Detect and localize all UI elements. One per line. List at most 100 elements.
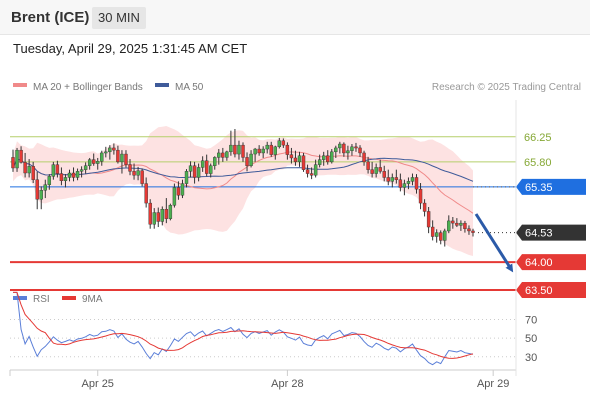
candle [229,130,233,156]
candle [83,162,88,174]
rsi-layer: 70 50 30 [10,291,537,366]
candle-body [75,171,80,178]
ma50-legend-label: MA 50 [175,82,204,93]
candle-body [301,155,306,170]
candle [47,174,52,190]
candle [430,220,435,241]
candle-body [430,226,435,237]
candle [188,161,193,178]
candle-body [459,222,463,226]
ma50-line [12,157,474,182]
candle-body [362,152,366,163]
x-tick-label: Apr 25 [82,378,114,390]
candle-body [249,153,253,166]
candle [184,169,189,188]
rsi-tick-label: 30 [525,352,537,364]
level-badge-current [516,224,586,241]
candle [209,163,213,178]
candle-body [463,222,467,229]
candle-body [132,171,136,176]
candle-body [447,220,451,232]
candle-body [229,144,233,153]
candle [128,159,132,176]
candle-body [217,152,221,158]
candle-body [152,212,156,225]
candle [346,145,350,160]
candle-body [209,165,213,174]
candle [100,150,104,166]
candle [317,154,322,168]
candle [394,169,399,184]
candle-body [269,144,273,155]
candle [225,150,229,161]
candle [289,147,294,164]
instrument-title: Brent (ICE) [11,9,90,26]
moving-average-layer [12,151,474,214]
candle-body [116,149,120,163]
candle-body [317,159,322,165]
candle [104,146,108,158]
candle-body [426,211,431,228]
candle-body [164,209,169,219]
research-credit: Research © 2025 Trading Central [432,82,581,93]
candle-body [398,179,403,188]
candle [265,141,269,154]
candle [200,156,205,172]
candle [96,157,100,170]
candle [204,154,209,177]
rsi-legend-swatch [13,296,27,300]
candle-body [83,165,88,170]
candle-body [233,144,237,155]
candle-body [172,187,177,206]
candle [196,163,201,182]
candle-body [293,157,298,163]
candle [31,161,35,184]
candle-body [277,140,282,148]
candle-body [237,144,241,155]
candle [330,149,334,164]
candle [293,150,298,166]
candle-body [180,183,185,196]
bollinger-band-layer [13,126,473,256]
candle [180,179,185,199]
candle [342,142,346,157]
candle-body [245,157,249,166]
candle [245,152,249,172]
level-badge-pivot [516,178,586,195]
candle [451,217,455,229]
candle [471,228,475,237]
candle-body [184,171,189,184]
candle [176,181,181,200]
candle-body [156,212,160,222]
candle [253,147,257,162]
candle-body [35,179,39,200]
candle [156,207,160,228]
x-axis-layer: Apr 25 Apr 28 Apr 29 [9,370,509,390]
level-badges-layer: 66.25 65.80 65.35 64.53 64.00 63.50 [516,132,586,298]
candle [217,149,221,165]
candle-body [15,149,19,169]
candle-body [330,151,334,163]
candle-body [358,147,362,154]
candle [301,152,306,172]
candle-body [342,143,346,154]
candle [172,183,177,208]
timeframe-button[interactable]: 30 MIN [92,7,146,29]
candle-body [390,177,394,182]
candle-body [27,166,31,174]
candle-body [402,183,407,188]
candle [390,173,394,188]
candle-body [366,161,370,170]
candle-body [192,165,197,178]
candle-body [378,167,382,172]
candle [313,159,318,178]
candle [447,215,451,234]
candle-body [410,177,415,182]
candle [249,150,253,168]
candle [164,198,169,224]
candle [414,174,419,194]
candle-body [92,159,96,164]
candle [322,151,326,166]
candle [140,168,144,187]
chart-timestamp: Tuesday, April 29, 2025 1:31:45 AM CET [13,41,248,56]
